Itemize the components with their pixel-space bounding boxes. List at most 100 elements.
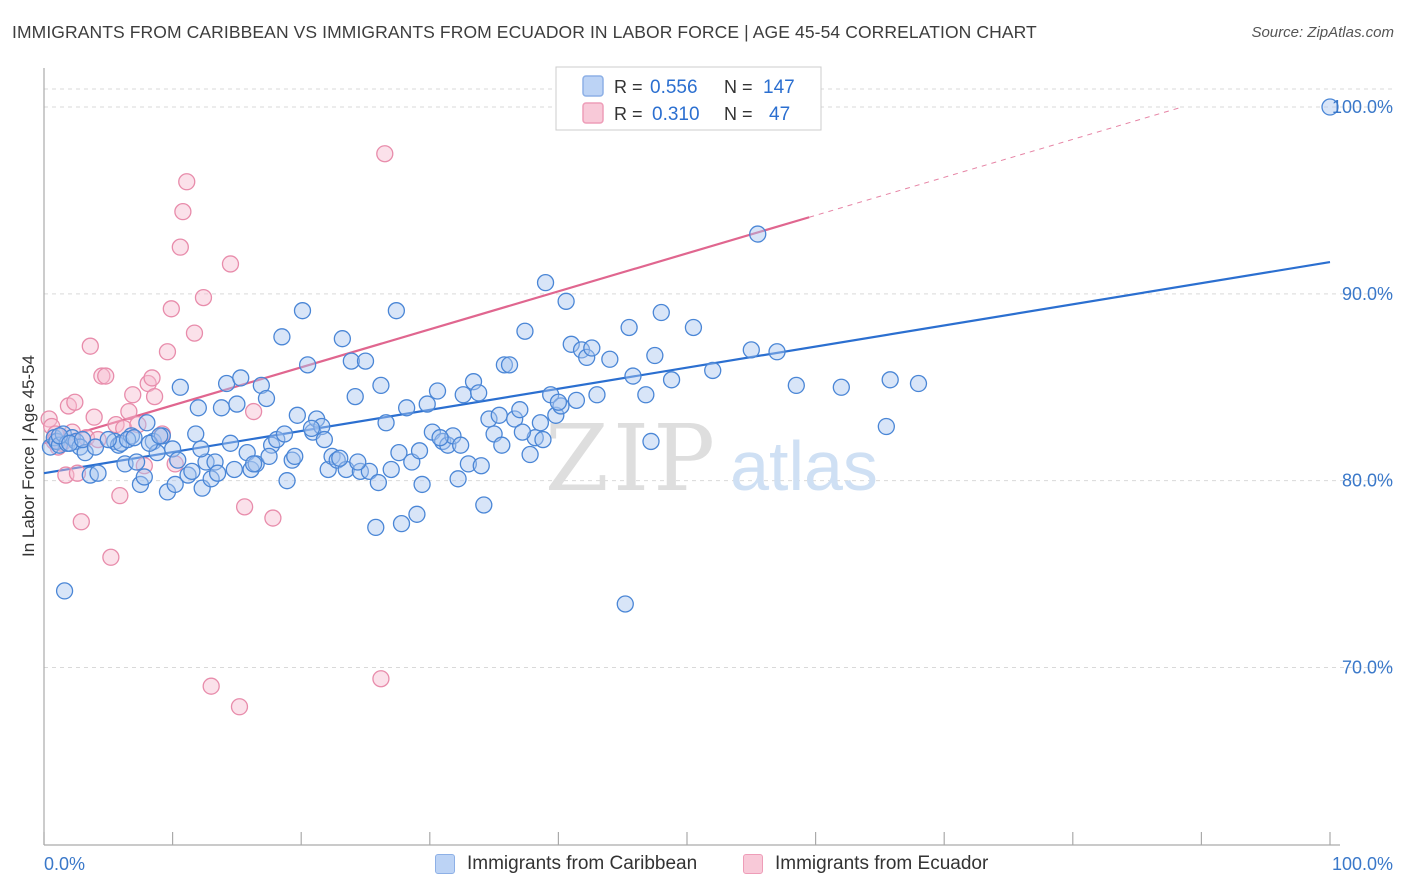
data-point-caribbean: [293, 302, 312, 320]
y-axis-tick-labels: 70.0% 80.0% 90.0% 100.0%: [1332, 97, 1393, 677]
data-point-ecuador: [66, 393, 84, 411]
data-point-ecuador: [185, 324, 204, 342]
data-point-caribbean: [197, 453, 215, 471]
stats-r-value-caribbean: 0.556: [650, 77, 698, 98]
data-point-caribbean: [86, 438, 105, 456]
legend-label-caribbean: Immigrants from Caribbean: [467, 853, 698, 874]
data-point-caribbean: [506, 410, 524, 428]
data-point-caribbean: [410, 442, 429, 460]
y-tick-label: 70.0%: [1342, 658, 1393, 678]
data-point-ecuador: [120, 402, 138, 421]
data-point-caribbean: [452, 436, 470, 454]
legend-swatch-ecuador: [743, 854, 763, 874]
data-point-caribbean: [73, 430, 92, 449]
data-point-caribbean: [472, 457, 490, 475]
data-point-ecuador: [145, 387, 164, 406]
data-point-caribbean: [454, 386, 472, 404]
data-point-caribbean: [877, 417, 895, 436]
data-point-caribbean: [328, 451, 346, 469]
data-point-caribbean: [252, 376, 270, 395]
data-point-caribbean: [360, 462, 379, 480]
data-point-caribbean: [431, 429, 449, 447]
data-point-ecuador: [81, 337, 99, 355]
data-point-caribbean: [193, 479, 211, 497]
data-point-ecuador: [202, 677, 220, 695]
stats-r-value-ecuador: 0.310: [652, 104, 700, 125]
data-point-caribbean: [151, 427, 169, 445]
stats-legend-swatch-caribbean: [582, 75, 604, 97]
data-point-caribbean: [349, 453, 367, 471]
data-point-caribbean: [547, 406, 565, 424]
data-point-caribbean: [228, 395, 246, 413]
data-point-caribbean: [163, 440, 182, 458]
legend-item-ecuador[interactable]: Immigrants from Ecuador: [743, 851, 988, 877]
data-point-caribbean: [260, 447, 278, 466]
caribbean-points: [41, 98, 1339, 613]
data-point-caribbean: [624, 367, 642, 385]
data-point-caribbean: [742, 341, 760, 359]
watermark: ZIP atlas: [545, 405, 878, 512]
data-point-caribbean: [171, 378, 189, 396]
data-point-caribbean: [881, 371, 899, 389]
data-point-caribbean: [428, 382, 447, 400]
chart-title: IMMIGRANTS FROM CARIBBEAN VS IMMIGRANTS …: [12, 22, 1037, 42]
data-point-ecuador: [93, 367, 111, 385]
data-point-caribbean: [637, 386, 655, 404]
data-point-caribbean: [616, 595, 634, 613]
y-axis-label: In Labor Force | Age 45-54: [19, 355, 38, 557]
data-point-caribbean: [768, 343, 786, 361]
data-point-caribbean: [166, 475, 184, 494]
data-point-caribbean: [408, 505, 426, 523]
data-point-caribbean: [244, 455, 263, 473]
data-point-caribbean: [118, 430, 137, 449]
data-point-ecuador: [178, 173, 196, 191]
trend-line-ecuador: [43, 216, 810, 445]
stats-n-value-caribbean: 147: [763, 77, 795, 98]
data-point-caribbean: [601, 350, 619, 368]
legend-item-caribbean[interactable]: Immigrants from Caribbean: [435, 851, 697, 877]
data-point-caribbean: [189, 399, 207, 417]
data-point-caribbean: [516, 322, 534, 340]
data-point-caribbean: [521, 445, 539, 464]
data-point-ecuador: [194, 288, 213, 307]
data-point-caribbean: [138, 414, 156, 432]
y-tick-label: 90.0%: [1342, 284, 1393, 304]
data-point-caribbean: [588, 386, 606, 404]
data-point-caribbean: [273, 328, 291, 346]
data-point-ecuador: [162, 300, 180, 318]
data-point-ecuador: [102, 548, 120, 566]
data-point-caribbean: [315, 430, 333, 449]
data-point-ecuador: [171, 238, 189, 256]
data-point-caribbean: [493, 436, 511, 454]
data-point-caribbean: [221, 434, 240, 452]
data-point-caribbean: [367, 518, 385, 537]
data-point-caribbean: [225, 460, 243, 479]
data-point-caribbean: [646, 346, 664, 365]
data-point-caribbean: [1321, 98, 1339, 116]
data-point-caribbean: [562, 335, 580, 353]
data-point-caribbean: [704, 361, 722, 380]
data-point-caribbean: [652, 303, 670, 322]
data-point-ecuador: [372, 670, 390, 688]
data-point-caribbean: [387, 302, 406, 320]
data-point-ecuador: [174, 202, 192, 221]
data-point-caribbean: [183, 462, 201, 480]
data-point-caribbean: [909, 374, 928, 393]
data-point-caribbean: [549, 393, 568, 411]
data-point-caribbean: [500, 356, 519, 374]
data-point-caribbean: [206, 453, 224, 471]
stats-r-label-caribbean: R =: [614, 77, 643, 97]
stats-n-label-caribbean: N =: [724, 77, 753, 97]
data-point-ecuador: [158, 343, 177, 361]
data-point-caribbean: [288, 406, 306, 424]
data-point-caribbean: [125, 429, 143, 447]
data-point-caribbean: [662, 371, 681, 389]
data-point-caribbean: [331, 449, 349, 467]
data-point-caribbean: [464, 373, 483, 391]
y-tick-label: 100.0%: [1332, 97, 1393, 117]
data-point-caribbean: [356, 352, 375, 370]
data-point-caribbean: [76, 444, 94, 462]
data-point-caribbean: [583, 339, 601, 357]
data-point-caribbean: [319, 460, 337, 479]
